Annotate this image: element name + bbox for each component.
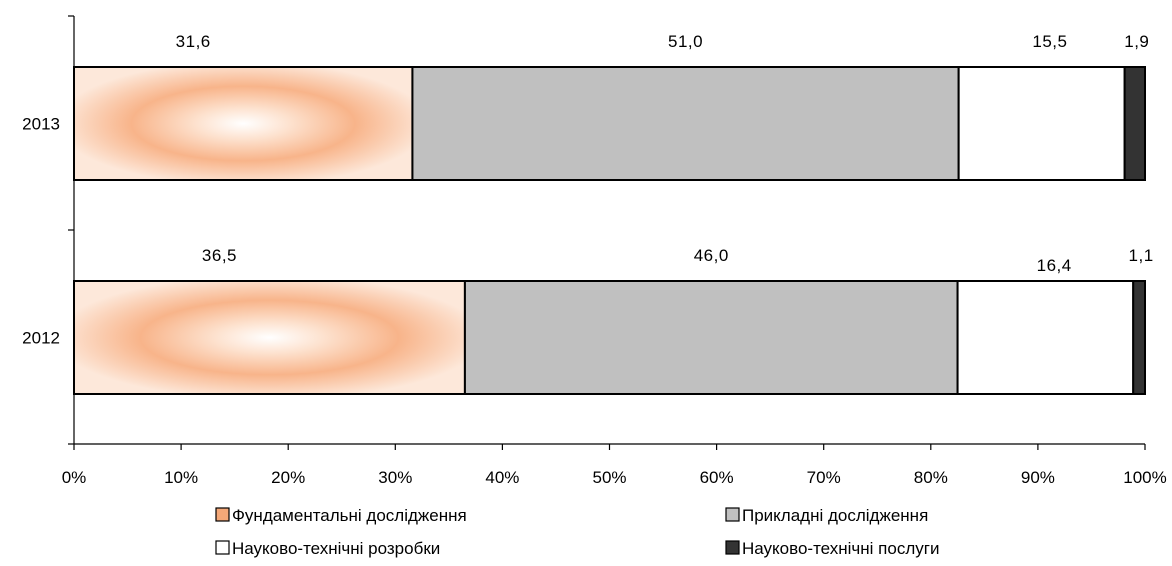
legend-label: Фундаментальні дослідження — [232, 506, 467, 525]
x-tick-label: 70% — [807, 468, 841, 487]
bar-segment — [73, 66, 414, 181]
x-tick-label: 30% — [378, 468, 412, 487]
x-tick-label: 60% — [700, 468, 734, 487]
x-tick-label: 90% — [1021, 468, 1055, 487]
bar-segment — [957, 66, 1126, 181]
data-label: 1,1 — [1129, 246, 1154, 265]
y-tick-label: 2013 — [22, 115, 60, 134]
bar-segment — [463, 280, 959, 395]
axes: 0% 10% 20% 30% 40% 50% 60% 70% 80% 90% 100% 2013 201… — [22, 15, 1167, 487]
legend-label: Науково-технічні розробки — [232, 539, 440, 558]
legend-label: Науково-технічні послуги — [742, 539, 939, 558]
x-tick-label: 10% — [164, 468, 198, 487]
x-tick-label: 80% — [914, 468, 948, 487]
bar-segment — [411, 66, 960, 181]
bars — [73, 66, 1146, 395]
bar-segment — [1123, 66, 1146, 181]
legend-swatch — [215, 540, 230, 555]
bar-segment — [73, 280, 466, 395]
x-tick-label: 50% — [592, 468, 626, 487]
data-label: 1,9 — [1124, 32, 1149, 51]
data-label: 16,4 — [1037, 256, 1072, 275]
x-tick-label: 0% — [62, 468, 87, 487]
bar-segment — [1132, 280, 1146, 395]
data-label: 15,5 — [1032, 32, 1067, 51]
x-tick-label: 20% — [271, 468, 305, 487]
bar-segment — [956, 280, 1135, 395]
legend-swatch — [725, 540, 740, 555]
data-label: 51,0 — [668, 32, 703, 51]
data-label: 36,5 — [202, 246, 237, 265]
y-tick-label: 2012 — [22, 329, 60, 348]
data-labels: 31,6 51,0 15,5 1,9 36,5 46,0 16,4 1,1 — [176, 32, 1154, 275]
legend-swatch — [215, 507, 230, 522]
legend-label: Прикладні дослідження — [742, 506, 928, 525]
data-label: 46,0 — [694, 246, 729, 265]
data-label: 31,6 — [176, 32, 211, 51]
x-tick-label: 100% — [1123, 468, 1166, 487]
legend-swatch — [725, 507, 740, 522]
legend: Фундаментальні дослідження Прикладні досл… — [215, 506, 939, 558]
x-tick-label: 40% — [485, 468, 519, 487]
